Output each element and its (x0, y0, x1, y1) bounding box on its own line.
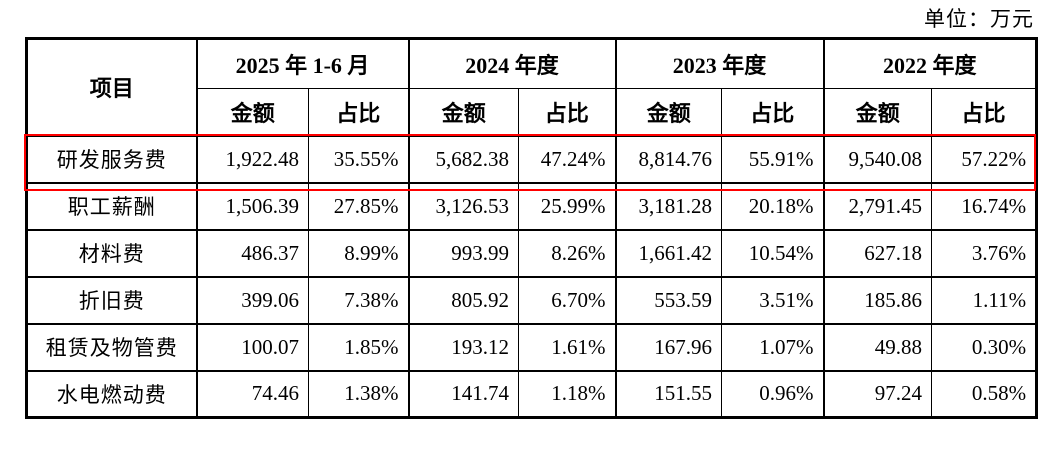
cell-amount: 3,181.28 (614, 181, 723, 231)
cell-label: 折旧费 (26, 275, 197, 325)
table-row-depreciation-fee: 折旧费 399.06 7.38% 805.92 6.70% 553.59 3.5… (26, 275, 1038, 325)
cell-ratio: 10.54% (721, 228, 825, 278)
cell-amount: 74.46 (195, 369, 309, 419)
cell-amount: 193.12 (407, 322, 520, 372)
cell-amount: 5,682.38 (407, 134, 520, 184)
table-row-utilities-fee: 水电燃动费 74.46 1.38% 141.74 1.18% 151.55 0.… (26, 369, 1038, 419)
cell-ratio: 1.18% (518, 369, 617, 419)
cell-amount: 399.06 (195, 275, 309, 325)
cell-amount: 627.18 (822, 228, 933, 278)
cell-ratio: 1.07% (721, 322, 825, 372)
col-group-2022: 2022 年度 (822, 38, 1038, 89)
subheader-ratio-2025h1: 占比 (307, 88, 410, 136)
cell-label: 租赁及物管费 (26, 322, 197, 372)
subheader-amount-2022: 金额 (822, 88, 933, 136)
cell-ratio: 8.26% (518, 228, 617, 278)
unit-label: 单位：万元 (924, 7, 1034, 31)
header-row-periods: 项目 2025 年 1-6 月 2024 年度 2023 年度 2022 年度 (26, 38, 1038, 136)
cell-ratio: 1.11% (931, 275, 1038, 325)
cell-amount: 993.99 (407, 228, 520, 278)
cell-amount: 486.37 (195, 228, 309, 278)
cell-amount: 151.55 (614, 369, 723, 419)
cell-ratio: 1.85% (307, 322, 410, 372)
cell-ratio: 8.99% (307, 228, 410, 278)
cell-amount: 1,506.39 (195, 181, 309, 231)
table-row-employee-compensation: 职工薪酬 1,506.39 27.85% 3,126.53 25.99% 3,1… (26, 181, 1038, 231)
col-group-2025h1: 2025 年 1-6 月 (195, 38, 410, 89)
cell-amount: 1,661.42 (614, 228, 723, 278)
subheader-amount-2025h1: 金额 (195, 88, 309, 136)
subheader-ratio-2024: 占比 (518, 88, 617, 136)
subheader-amount-2024: 金额 (407, 88, 520, 136)
cell-label: 职工薪酬 (26, 181, 197, 231)
cell-ratio: 57.22% (931, 134, 1038, 184)
cell-ratio: 25.99% (518, 181, 617, 231)
col-header-item: 项目 (26, 38, 197, 136)
cell-ratio: 6.70% (518, 275, 617, 325)
col-group-2024: 2024 年度 (407, 38, 617, 89)
table-row-rd-service-fee: 研发服务费 1,922.48 35.55% 5,682.38 47.24% 8,… (26, 134, 1038, 184)
cell-amount: 100.07 (195, 322, 309, 372)
cell-amount: 553.59 (614, 275, 723, 325)
subheader-amount-2023: 金额 (614, 88, 723, 136)
cell-amount: 3,126.53 (407, 181, 520, 231)
cell-label: 水电燃动费 (26, 369, 197, 419)
col-group-2023: 2023 年度 (614, 38, 825, 89)
subheader-ratio-2022: 占比 (931, 88, 1038, 136)
cell-amount: 97.24 (822, 369, 933, 419)
cell-ratio: 0.58% (931, 369, 1038, 419)
subheader-ratio-2023: 占比 (721, 88, 825, 136)
cell-amount: 167.96 (614, 322, 723, 372)
table-row-material-fee: 材料费 486.37 8.99% 993.99 8.26% 1,661.42 1… (26, 228, 1038, 278)
cell-label: 研发服务费 (26, 134, 197, 184)
cell-ratio: 3.76% (931, 228, 1038, 278)
cell-ratio: 1.61% (518, 322, 617, 372)
cell-ratio: 35.55% (307, 134, 410, 184)
cell-ratio: 20.18% (721, 181, 825, 231)
cell-amount: 805.92 (407, 275, 520, 325)
cell-amount: 9,540.08 (822, 134, 933, 184)
cell-amount: 141.74 (407, 369, 520, 419)
expense-table: 项目 2025 年 1-6 月 2024 年度 2023 年度 2022 年度 … (25, 37, 1039, 419)
cell-ratio: 3.51% (721, 275, 825, 325)
cell-label: 材料费 (26, 228, 197, 278)
cell-ratio: 27.85% (307, 181, 410, 231)
cell-ratio: 55.91% (721, 134, 825, 184)
cell-ratio: 47.24% (518, 134, 617, 184)
cell-amount: 49.88 (822, 322, 933, 372)
cell-amount: 1,922.48 (195, 134, 309, 184)
cell-ratio: 7.38% (307, 275, 410, 325)
cell-amount: 185.86 (822, 275, 933, 325)
cell-amount: 2,791.45 (822, 181, 933, 231)
cell-ratio: 0.30% (931, 322, 1038, 372)
table-row-rent-property-fee: 租赁及物管费 100.07 1.85% 193.12 1.61% 167.96 … (26, 322, 1038, 372)
cell-ratio: 16.74% (931, 181, 1038, 231)
cell-ratio: 0.96% (721, 369, 825, 419)
cell-ratio: 1.38% (307, 369, 410, 419)
cell-amount: 8,814.76 (614, 134, 723, 184)
